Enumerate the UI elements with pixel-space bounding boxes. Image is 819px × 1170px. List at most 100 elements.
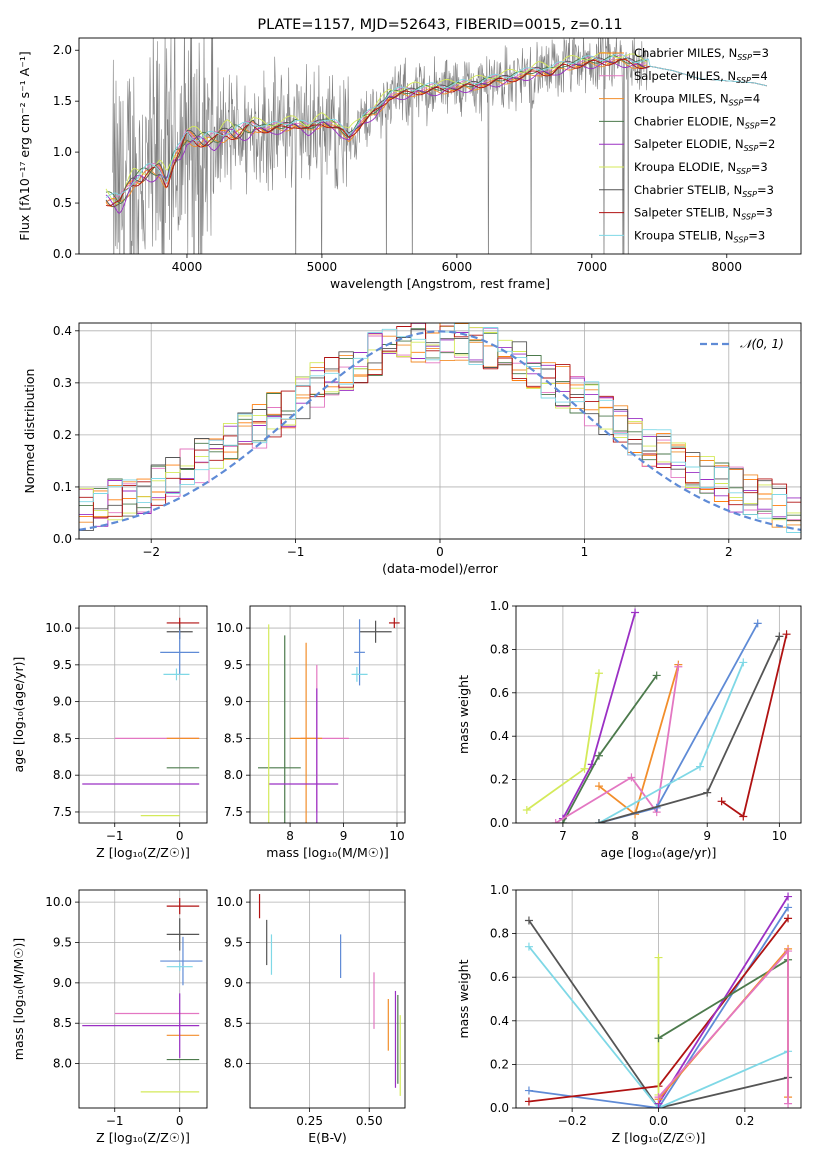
y-tick-label: 1.0 (490, 883, 509, 897)
plot-area (258, 617, 400, 823)
y-axis-label: mass weight (456, 959, 471, 1038)
data-point (703, 788, 712, 797)
x-axis-label: E(B-V) (308, 1130, 347, 1145)
ticks: −2 −1 0 1 2 0.0 0.1 0.2 0.3 0.4 (53, 324, 733, 559)
y-tick-label: 0.8 (490, 642, 509, 656)
x-tick-label: 0 (176, 1114, 184, 1128)
histogram-line (79, 328, 801, 530)
axes-frame (249, 605, 406, 824)
data-point (652, 671, 661, 680)
x-tick-label: 0.50 (356, 1114, 383, 1128)
y-tick-label: 10.0 (216, 895, 243, 909)
ticks: −1 0 8.0 8.5 9.0 9.5 10.0 (45, 895, 183, 1128)
legend-entry: Chabrier MILES, NSSP=3 (634, 46, 769, 62)
data-point (522, 805, 531, 814)
plot-area (82, 898, 203, 1093)
y-axis-label: Normed distribution (22, 369, 37, 494)
x-tick-label: 8 (631, 829, 639, 843)
x-tick-label: −1 (106, 829, 124, 843)
x-axis-label: Z [log₁₀(Z/Z☉)] (96, 1130, 190, 1145)
y-tick-label: 8.5 (53, 1016, 72, 1030)
y-tick-label: 0.0 (490, 1101, 509, 1115)
errorbar (163, 668, 190, 681)
plot-area (258, 894, 401, 1096)
data-point (551, 819, 560, 823)
series-line (555, 666, 680, 823)
x-tick-label: −0.2 (558, 1114, 587, 1128)
model-fit-line (105, 60, 648, 214)
y-tick-label: 0.5 (53, 196, 72, 210)
x-tick-label: 7000 (577, 260, 608, 274)
x-tick-label: 4000 (172, 260, 203, 274)
y-tick-label: 8.5 (224, 1016, 243, 1030)
x-axis-label: age [log₁₀(age/yr)] (601, 845, 717, 860)
legend-entry: Kroupa ELODIE, NSSP=3 (634, 160, 768, 176)
y-tick-label: 8.5 (224, 731, 243, 745)
data-point (654, 1034, 663, 1043)
data-point (784, 914, 793, 923)
histogram-line (79, 323, 801, 522)
legend-entry: Chabrier ELODIE, NSSP=2 (634, 114, 776, 130)
x-tick-label: 7 (559, 829, 567, 843)
plot-area (524, 892, 793, 1108)
y-axis-label: Flux [fλ10⁻¹⁷ erg cm⁻² s⁻¹ A⁻¹] (17, 51, 32, 240)
axes-frame (78, 37, 802, 255)
y-tick-label: 1.0 (53, 145, 72, 159)
legend-entry: Salpeter ELODIE, NSSP=2 (634, 137, 775, 153)
errorbar (351, 667, 368, 682)
plot-area (522, 608, 791, 823)
y-tick-label: 0.4 (490, 1014, 509, 1028)
grid (250, 606, 405, 823)
x-axis-label: Z [log₁₀(Z/Z☉)] (612, 1130, 706, 1145)
plot-area (79, 323, 801, 533)
data-point (784, 892, 793, 901)
panel-4: 7 8 9 10 0.0 0.2 0.4 0.6 0.8 1.0 age [log₁₀(age/yr… (456, 599, 802, 860)
errorbar (359, 620, 392, 643)
y-axis-label: mass weight (456, 675, 471, 754)
axes-frame (515, 605, 802, 824)
panel-5: −1 0 8.0 8.5 9.0 9.5 10.0 Z [log₁₀(Z/Z☉)] mass [… (11, 889, 208, 1145)
data-point (524, 942, 533, 951)
y-tick-label: 8.0 (224, 1057, 243, 1071)
y-axis-label: age [log₁₀(age/yr)] (11, 657, 26, 773)
model-fit-line (105, 51, 648, 205)
y-tick-label: 0.3 (53, 376, 72, 390)
y-tick-label: 0.4 (490, 729, 509, 743)
histogram-line (79, 323, 801, 519)
data-point (654, 1093, 663, 1102)
legend: Chabrier MILES, NSSP=3 Salpeter MILES, NS… (599, 46, 776, 244)
errorbar (160, 936, 203, 986)
x-tick-label: 1 (581, 545, 589, 559)
x-tick-label: 0 (176, 829, 184, 843)
y-tick-label: 0.4 (53, 324, 72, 338)
grid (79, 606, 207, 823)
histogram-line (79, 325, 801, 522)
y-tick-label: 0.1 (53, 480, 72, 494)
data-point (524, 916, 533, 925)
x-tick-label: 0 (436, 545, 444, 559)
y-tick-label: 1.0 (490, 599, 509, 613)
data-point (580, 764, 589, 773)
y-tick-label: 9.5 (224, 658, 243, 672)
y-tick-label: 10.0 (45, 895, 72, 909)
y-tick-label: 9.0 (53, 976, 72, 990)
x-axis-label: (data-model)/error (382, 561, 499, 576)
data-point (524, 1086, 533, 1095)
series-line (528, 919, 789, 1108)
data-point (594, 782, 603, 791)
ticks: −0.2 0.0 0.2 0.0 0.2 0.4 0.6 0.8 1.0 (490, 883, 755, 1128)
x-axis-label: Z [log₁₀(Z/Z☉)] (96, 845, 190, 860)
data-point (753, 619, 762, 628)
legend-entry: Salpeter MILES, NSSP=4 (634, 69, 768, 85)
panel-1: −2 −1 0 1 2 0.0 0.1 0.2 0.3 0.4 (data-model)/error… (22, 322, 802, 576)
x-tick-label: 5000 (307, 260, 338, 274)
errorbar (354, 619, 365, 686)
data-point (784, 903, 793, 912)
histogram-line (79, 329, 801, 532)
histogram-line (79, 323, 801, 533)
data-point (739, 812, 748, 821)
axes-frame (515, 889, 802, 1109)
data-point (594, 819, 603, 823)
ticks: 4000 5000 6000 7000 8000 0.0 0.5 1.0 1.5 2.0 (53, 43, 742, 274)
data-point (775, 632, 784, 641)
